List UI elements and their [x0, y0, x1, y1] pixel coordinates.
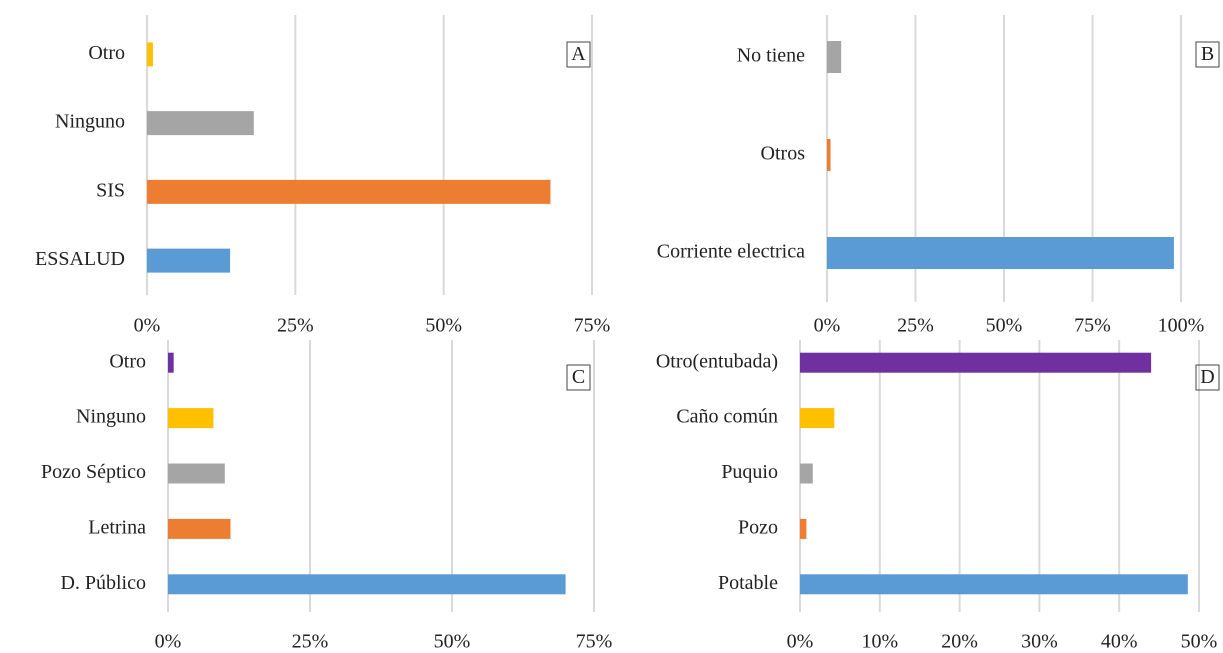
- y-tick-label: No tiene: [737, 45, 805, 67]
- y-tick-label: Caño común: [676, 406, 778, 428]
- bar: [827, 41, 842, 73]
- bar: [168, 518, 231, 539]
- y-tick-label: Pozo Séptico: [41, 461, 146, 483]
- bar: [800, 574, 1188, 595]
- y-tick-label: ESSALUD: [35, 248, 125, 270]
- x-tick-label: 75%: [1074, 315, 1111, 337]
- y-tick-label: Otros: [761, 143, 806, 165]
- x-tick-label: 50%: [1181, 631, 1218, 653]
- bar: [827, 139, 831, 171]
- x-tick-label: 100%: [1158, 315, 1205, 337]
- x-tick-label: 10%: [861, 631, 898, 653]
- y-tick-label: Letrina: [88, 516, 146, 538]
- bar: [800, 463, 813, 484]
- y-tick-label: Otro: [88, 42, 125, 64]
- y-tick-label: SIS: [96, 179, 125, 201]
- x-tick-label: 30%: [1021, 631, 1058, 653]
- bar: [800, 352, 1152, 373]
- panel-label: D: [1200, 366, 1214, 388]
- panel-label-box: [1195, 41, 1220, 68]
- bar: [827, 237, 1174, 269]
- bar: [147, 248, 231, 273]
- x-tick-label: 75%: [574, 315, 611, 337]
- y-tick-label: Ninguno: [76, 406, 146, 428]
- x-tick-label: 0%: [787, 631, 814, 653]
- bar: [168, 408, 214, 429]
- bar: [168, 463, 225, 484]
- bar: [147, 42, 153, 67]
- y-tick-label: Corriente electrica: [657, 241, 805, 263]
- bar: [800, 408, 835, 429]
- panel-label-box: [566, 364, 591, 391]
- x-tick-label: 50%: [986, 315, 1023, 337]
- x-tick-label: 50%: [434, 631, 471, 653]
- x-tick-label: 20%: [941, 631, 978, 653]
- bar: [168, 352, 174, 373]
- x-tick-label: 50%: [425, 315, 462, 337]
- y-tick-label: D. Público: [60, 572, 146, 594]
- x-tick-label: 0%: [814, 315, 841, 337]
- y-tick-label: Puquio: [721, 461, 778, 483]
- y-tick-label: Otro: [109, 350, 146, 372]
- x-tick-label: 25%: [277, 315, 314, 337]
- panel-label-box: [1195, 364, 1220, 391]
- bar: [147, 111, 254, 136]
- x-tick-label: 40%: [1101, 631, 1138, 653]
- bar: [800, 518, 807, 539]
- panel-label: B: [1201, 43, 1214, 65]
- x-tick-label: 0%: [134, 315, 161, 337]
- panel-label: C: [572, 366, 585, 388]
- x-tick-label: 25%: [897, 315, 934, 337]
- bar: [168, 574, 566, 595]
- panel-label: A: [571, 43, 586, 65]
- y-tick-label: Potable: [718, 572, 778, 594]
- y-tick-label: Ninguno: [55, 111, 125, 133]
- x-tick-label: 75%: [576, 631, 613, 653]
- x-tick-label: 0%: [155, 631, 182, 653]
- y-tick-label: Pozo: [738, 516, 778, 538]
- y-tick-label: Otro(entubada): [656, 350, 778, 372]
- bar: [147, 179, 551, 204]
- x-tick-label: 25%: [292, 631, 329, 653]
- panel-label-box: [566, 41, 591, 68]
